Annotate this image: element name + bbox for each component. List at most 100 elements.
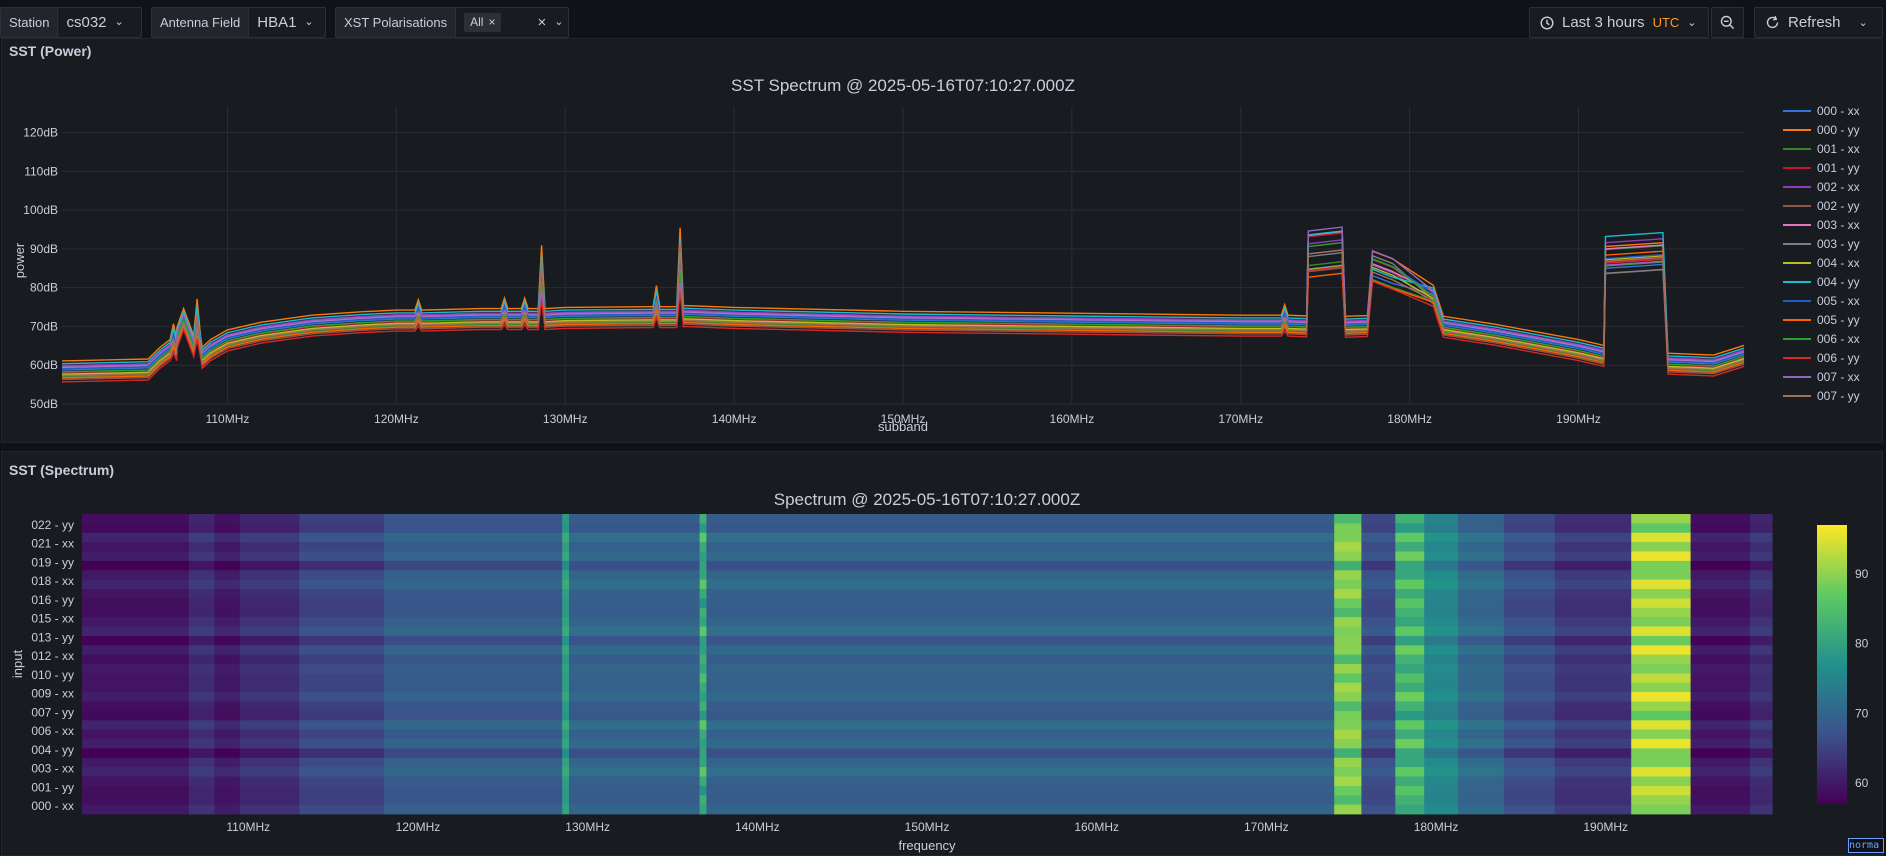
heatmap-cell <box>1503 785 1556 796</box>
antenna-field-select[interactable]: HBA1 ⌄ <box>249 8 321 37</box>
refresh-button[interactable]: Refresh ⌄ <box>1754 7 1883 38</box>
heatmap-cell <box>82 804 190 815</box>
chevron-down-icon[interactable]: ⌄ <box>554 16 564 28</box>
heatmap-cell <box>706 607 1335 618</box>
heatmap-cell <box>299 645 385 656</box>
heatmap-cell <box>1361 767 1396 777</box>
heatmap-cell <box>1458 776 1505 787</box>
heatmap-cell <box>299 795 385 806</box>
heatmap-cell <box>1749 776 1773 787</box>
heatmap-cell <box>699 748 707 759</box>
heatmap-cell <box>1334 701 1362 712</box>
heatmap-cell <box>1458 795 1505 806</box>
colorbar-tick-label: 80 <box>1855 637 1869 651</box>
heatmap-cell <box>1749 673 1773 684</box>
heatmap-cell <box>299 710 385 721</box>
heatmap-cell <box>1395 626 1425 637</box>
xst-polarisations-select[interactable]: All × × ⌄ <box>456 8 571 37</box>
heatmap-cell <box>699 626 707 637</box>
heatmap-cell <box>1503 710 1556 721</box>
heatmap-cell <box>1749 682 1773 693</box>
heatmap-cell <box>384 560 563 571</box>
heatmap-cell <box>188 729 215 740</box>
heatmap-cell <box>1749 739 1773 749</box>
heatmap-cell <box>1334 739 1362 749</box>
y-tick-label: 70dB <box>30 319 58 333</box>
heatmap-cell <box>562 785 570 796</box>
heatmap-cell <box>188 607 215 618</box>
heatmap-cell <box>1554 795 1632 806</box>
heatmap-cell <box>569 570 701 581</box>
panel-title: SST (Power) <box>9 43 92 59</box>
heatmap-cell <box>1631 701 1692 712</box>
heatmap-cell <box>1554 720 1632 731</box>
heatmap-cell <box>699 664 707 674</box>
y-tick-label: 003 - xx <box>31 762 74 776</box>
heatmap-cell <box>569 654 701 665</box>
heatmap-cell <box>1334 785 1362 796</box>
heatmap-cell <box>1424 701 1459 712</box>
heatmap-cell <box>699 673 707 684</box>
heatmap-cell <box>1424 532 1459 543</box>
heatmap-cell <box>1554 748 1632 759</box>
heatmap-cell <box>569 739 701 749</box>
zoom-out-button[interactable] <box>1711 7 1744 38</box>
heatmap-cell <box>1424 617 1459 627</box>
heatmap-cell <box>706 776 1335 787</box>
heatmap-cell <box>706 692 1335 702</box>
heatmap-cell <box>569 645 701 656</box>
heatmap-cell <box>1424 607 1459 618</box>
station-select[interactable]: cs032 ⌄ <box>58 8 131 37</box>
heatmap-cell <box>188 682 215 693</box>
heatmap-cell <box>699 598 707 609</box>
heatmap-cell <box>188 654 215 665</box>
heatmap-cell <box>1458 682 1505 693</box>
heatmap-cell <box>82 767 190 777</box>
heatmap-cell <box>214 654 241 665</box>
heatmap-cell <box>562 617 570 627</box>
heatmap-cell <box>1690 682 1751 693</box>
heatmap-cell <box>1503 739 1556 749</box>
heatmap-cell <box>1554 757 1632 768</box>
heatmap-cell <box>562 673 570 684</box>
heatmap-cell <box>1424 748 1459 759</box>
heatmap-cell <box>214 645 241 656</box>
chip-label: All <box>470 15 484 29</box>
heatmap-cell <box>1690 692 1751 702</box>
heatmap-cell <box>1503 579 1556 590</box>
heatmap-cell <box>82 795 190 806</box>
heatmap-cell <box>1503 551 1556 562</box>
heatmap-cell <box>1424 785 1459 796</box>
antenna-field-label: Antenna Field <box>152 8 250 37</box>
heatmap-cell <box>1749 626 1773 637</box>
time-range-picker[interactable]: Last 3 hours UTC ⌄ <box>1529 7 1709 38</box>
heatmap-cell <box>706 523 1335 534</box>
heatmap-cell <box>299 767 385 777</box>
heatmap-cell <box>1503 729 1556 740</box>
heatmap-cell <box>239 767 300 777</box>
remove-chip-icon[interactable]: × <box>488 15 496 29</box>
heatmap-cell <box>214 532 241 543</box>
heatmap-cell <box>562 607 570 618</box>
heatmap-cell <box>239 739 300 749</box>
station-value: cs032 <box>66 14 107 31</box>
heatmap-cell <box>562 542 570 552</box>
heatmap-cell <box>1334 589 1362 599</box>
heatmap-cell <box>384 523 563 534</box>
heatmap-cell <box>384 551 563 562</box>
heatmap-cell <box>188 748 215 759</box>
heatmap-cell <box>1334 673 1362 684</box>
heatmap-cell <box>1395 560 1425 571</box>
heatmap-cell <box>214 560 241 571</box>
heatmap-cell <box>1334 776 1362 787</box>
heatmap-cell <box>1334 626 1362 637</box>
heatmap-cell <box>706 589 1335 599</box>
heatmap-cell <box>214 607 241 618</box>
heatmap-cell <box>1631 654 1692 665</box>
heatmap-cell <box>1361 795 1396 806</box>
heatmap-cell <box>1395 757 1425 768</box>
heatmap-cell <box>239 617 300 627</box>
heatmap-cell <box>188 551 215 562</box>
clear-icon[interactable]: × <box>537 14 547 31</box>
heatmap-cell <box>1361 701 1396 712</box>
